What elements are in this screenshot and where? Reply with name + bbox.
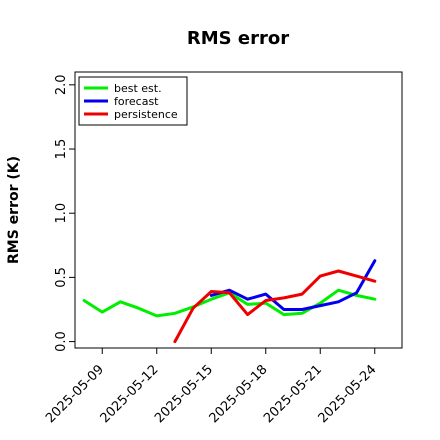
x-tick-label: 2025-05-24 (316, 362, 380, 426)
y-tick-label: 0.0 (54, 331, 69, 352)
legend-label: persistence (114, 108, 178, 121)
series-line-forecast (209, 259, 377, 311)
y-tick-label: 1.0 (54, 203, 69, 224)
series-line-persistence (173, 269, 377, 344)
series-lines (82, 259, 377, 344)
legend-label: best est. (114, 82, 162, 95)
axes: 0.00.51.01.52.02025-05-092025-05-122025-… (43, 74, 380, 426)
legend-label: forecast (114, 95, 159, 108)
y-tick-label: 2.0 (54, 74, 69, 95)
y-axis-label: RMS error (K) (6, 156, 22, 264)
y-tick-label: 1.5 (54, 139, 69, 160)
y-tick-label: 0.5 (54, 267, 69, 288)
chart-title: RMS error (187, 28, 289, 49)
plot-area-frame (74, 71, 403, 349)
